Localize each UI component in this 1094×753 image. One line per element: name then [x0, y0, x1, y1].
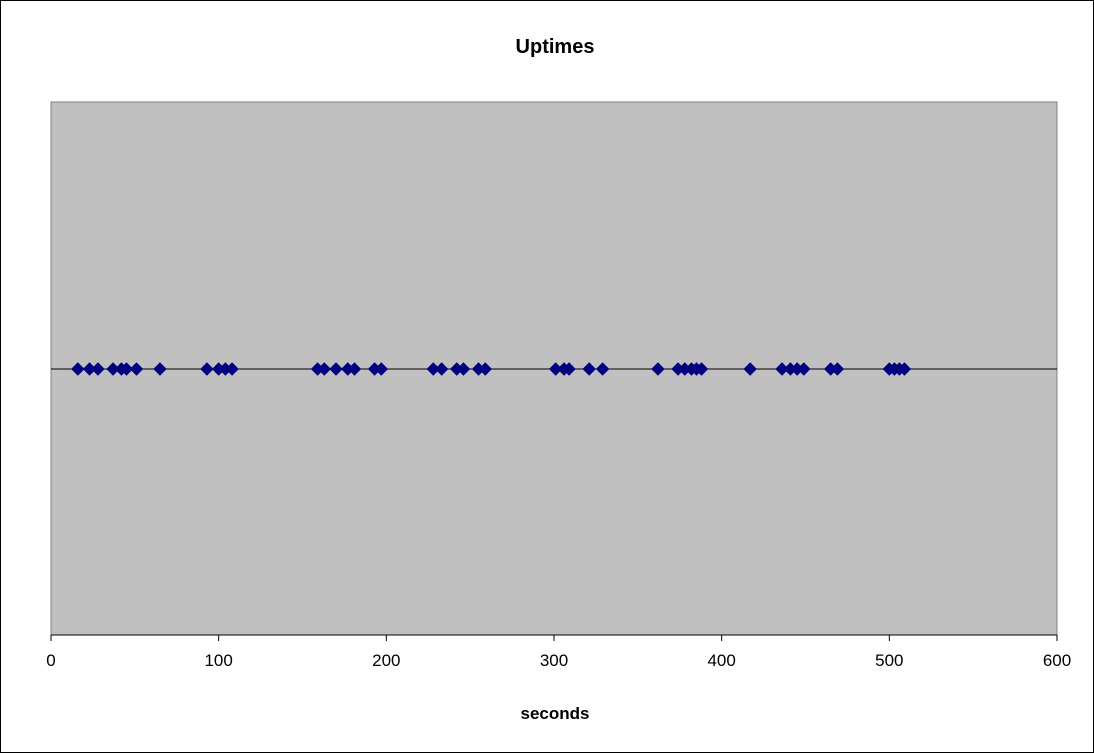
- data-point: [329, 362, 343, 376]
- x-axis-label: seconds: [521, 704, 590, 723]
- x-tick-label: 0: [46, 651, 55, 670]
- data-point: [897, 362, 912, 376]
- data-point: [347, 362, 362, 376]
- data-point: [797, 362, 811, 376]
- x-tick-label: 200: [372, 651, 400, 670]
- x-tick-label: 100: [204, 651, 232, 670]
- x-tick-label: 500: [875, 651, 903, 670]
- data-point: [225, 362, 239, 376]
- data-point: [200, 362, 214, 376]
- chart-title: Uptimes: [516, 36, 595, 58]
- data-point: [119, 362, 134, 376]
- data-point: [651, 362, 665, 376]
- x-tick-marks: [50, 635, 1058, 641]
- data-point: [478, 362, 492, 376]
- data-point: [129, 362, 144, 376]
- data-points: [71, 362, 912, 376]
- data-point: [743, 362, 757, 376]
- data-point: [434, 362, 449, 376]
- x-tick-label: 600: [1043, 651, 1071, 670]
- data-point: [582, 362, 596, 376]
- data-point: [153, 362, 167, 376]
- data-point: [694, 362, 709, 376]
- data-point: [595, 362, 610, 376]
- data-point: [317, 362, 332, 376]
- data-point: [562, 362, 576, 376]
- data-point: [91, 362, 105, 376]
- x-tick-label: 300: [540, 651, 568, 670]
- data-point: [71, 362, 85, 376]
- x-tick-labels: 0 100 200 300 400 500 600: [46, 651, 1071, 670]
- data-point: [374, 362, 389, 376]
- x-tick-label: 400: [707, 651, 735, 670]
- data-point: [830, 362, 845, 376]
- data-point: [456, 362, 471, 376]
